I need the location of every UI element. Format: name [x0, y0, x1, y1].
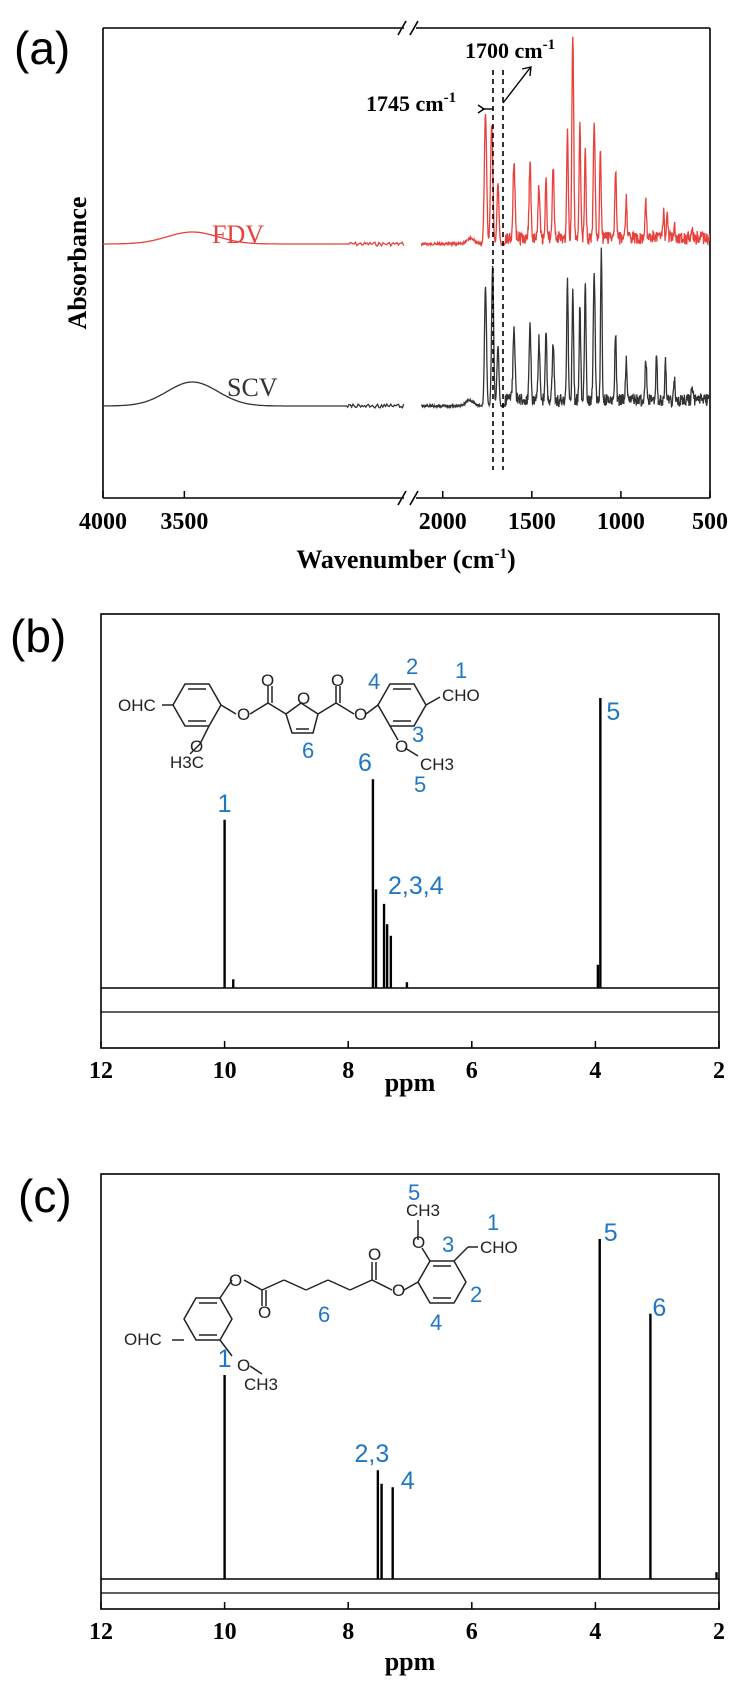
svg-text:1: 1 — [455, 658, 467, 683]
panel-b-spectrum — [101, 698, 719, 989]
series-fdv-line — [103, 231, 405, 248]
svg-text:O: O — [237, 705, 250, 724]
nmr-peak-label: 4 — [401, 1467, 415, 1495]
nmr-peak-label: 2,3 — [354, 1440, 389, 1468]
panel-c-xlabel: ppm — [385, 1647, 436, 1676]
panel-a-tick-label: 1000 — [597, 509, 645, 535]
panel-b-xlabel: ppm — [385, 1068, 436, 1097]
panel-a-letter: (a) — [14, 22, 70, 74]
svg-text:O: O — [237, 1356, 250, 1375]
panel-a-tick-label: 4000 — [79, 509, 127, 535]
panel-a-tick-label: 3500 — [160, 509, 208, 535]
svg-text:O: O — [229, 1271, 242, 1290]
nmr-tick-label: 4 — [589, 1058, 601, 1084]
nmr-tick-label: 10 — [213, 1058, 237, 1084]
svg-text:O: O — [368, 1245, 381, 1264]
structure-b — [162, 683, 441, 757]
series-scv-line — [103, 381, 405, 409]
nmr-tick-label: 12 — [89, 1619, 113, 1645]
annotation-1700-arrow — [502, 67, 531, 104]
svg-text:O: O — [392, 1281, 405, 1300]
panel-c-ticks: 12 10 8 6 4 2 — [89, 1592, 725, 1645]
structure-c — [172, 1220, 478, 1375]
svg-text:CH3: CH3 — [420, 755, 454, 774]
series-scv-line-right — [420, 247, 710, 410]
svg-text:3: 3 — [442, 1232, 454, 1257]
svg-text:5: 5 — [414, 772, 426, 797]
svg-text:CHO: CHO — [480, 1238, 518, 1257]
nmr-peak-label: 2,3,4 — [388, 872, 444, 900]
panel-a-ylabel: Absorbance — [63, 197, 92, 330]
svg-text:3: 3 — [412, 722, 424, 747]
panel-a-tick-label: 1500 — [508, 509, 556, 535]
svg-text:6: 6 — [318, 1302, 330, 1327]
panel-c-frame — [100, 1173, 720, 1610]
panel-c-letter: (c) — [18, 1170, 72, 1222]
panel-a-tick-label: 500 — [692, 509, 728, 535]
nmr-peak-label: 6 — [652, 1294, 666, 1322]
svg-text:O: O — [412, 1233, 425, 1252]
axis-break-bottom — [397, 490, 419, 506]
structure-b-text: OHC H3C O O O O O O O CHO CH3 1 2 3 4 5 … — [118, 654, 480, 797]
svg-text:2: 2 — [406, 654, 418, 679]
svg-text:4: 4 — [368, 669, 380, 694]
nmr-peak-label: 5 — [604, 1219, 618, 1247]
svg-text:H3C: H3C — [170, 753, 204, 772]
nmr-tick-label: 2 — [713, 1058, 725, 1084]
svg-text:CH3: CH3 — [406, 1201, 440, 1220]
svg-text:O: O — [258, 1303, 271, 1322]
svg-text:O: O — [297, 689, 310, 708]
series-label-fdv: FDV — [212, 220, 264, 249]
nmr-tick-label: 10 — [213, 1619, 237, 1645]
series-label-scv: SCV — [227, 373, 278, 402]
panel-c-peak-labels: 1 2,3 4 5 6 — [218, 1219, 667, 1495]
svg-text:6: 6 — [302, 738, 314, 763]
svg-text:CH3: CH3 — [244, 1375, 278, 1394]
panel-b: (b) 12 10 8 6 4 2 162,3,45 ppm — [10, 610, 725, 1097]
svg-text:O: O — [354, 705, 367, 724]
panel-a-tick-label: 2000 — [419, 509, 467, 535]
nmr-tick-label: 4 — [589, 1619, 601, 1645]
nmr-tick-label: 6 — [466, 1619, 478, 1645]
svg-text:1: 1 — [487, 1210, 499, 1235]
svg-text:2: 2 — [470, 1282, 482, 1307]
svg-text:5: 5 — [408, 1180, 420, 1205]
panel-a-xlabel: Wavenumber (cm-1) — [296, 545, 515, 574]
nmr-tick-label: 6 — [466, 1058, 478, 1084]
panel-a-ticks: 4000 3500 2000 1500 1000 500 — [79, 491, 728, 535]
annotation-1745: 1745 cm-1 — [366, 90, 456, 116]
svg-text:OHC: OHC — [118, 696, 156, 715]
panel-c-spectrum — [101, 1239, 719, 1580]
svg-text:O: O — [331, 671, 344, 690]
panel-b-letter: (b) — [10, 610, 66, 662]
nmr-tick-label: 8 — [342, 1619, 354, 1645]
nmr-peak-label: 6 — [358, 749, 372, 777]
structure-c-text: OHC O O CH3 O O O O CH3 CHO 1 2 3 4 5 6 — [124, 1180, 518, 1394]
nmr-peak-label: 5 — [606, 698, 620, 726]
panel-b-ticks: 12 10 8 6 4 2 — [89, 1011, 725, 1084]
svg-text:O: O — [190, 737, 203, 756]
axis-break-top — [397, 20, 419, 36]
nmr-tick-label: 2 — [713, 1619, 725, 1645]
svg-text:4: 4 — [430, 1310, 442, 1335]
series-fdv-line-right — [420, 36, 710, 248]
panel-b-peak-labels: 1 6 2,3,4 5 — [218, 698, 621, 900]
svg-text:O: O — [395, 737, 408, 756]
svg-text:CHO: CHO — [442, 686, 480, 705]
nmr-peak-label: 1 — [218, 1345, 232, 1373]
nmr-peak-label: 1 — [218, 790, 232, 818]
nmr-tick-label: 12 — [89, 1058, 113, 1084]
svg-text:OHC: OHC — [124, 1330, 162, 1349]
panel-b-frame — [100, 613, 720, 1049]
annotation-1700: 1700 cm-1 — [465, 37, 555, 63]
svg-text:O: O — [261, 671, 274, 690]
nmr-tick-label: 8 — [342, 1058, 354, 1084]
panel-a: (a) 4000 3500 2000 1500 1000 500 1745 cm-1 17… — [14, 20, 728, 574]
